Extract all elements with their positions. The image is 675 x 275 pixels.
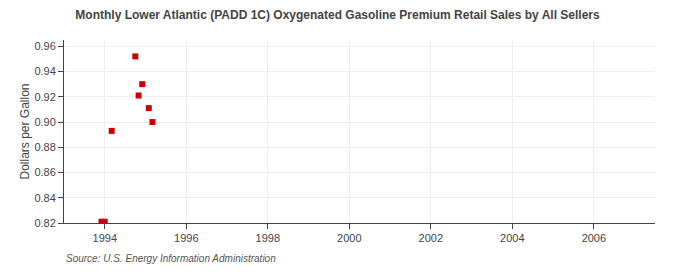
svg-text:Monthly Lower Atlantic (PADD 1: Monthly Lower Atlantic (PADD 1C) Oxygena… bbox=[75, 8, 600, 22]
svg-text:0.86: 0.86 bbox=[34, 166, 55, 178]
svg-text:0.82: 0.82 bbox=[34, 217, 55, 229]
svg-text:0.96: 0.96 bbox=[34, 40, 55, 52]
svg-text:0.92: 0.92 bbox=[34, 91, 55, 103]
svg-text:1994: 1994 bbox=[93, 232, 117, 244]
svg-text:2002: 2002 bbox=[419, 232, 443, 244]
svg-text:2006: 2006 bbox=[582, 232, 606, 244]
svg-text:0.84: 0.84 bbox=[34, 192, 55, 204]
svg-text:2004: 2004 bbox=[500, 232, 524, 244]
svg-text:0.90: 0.90 bbox=[34, 116, 55, 128]
svg-text:2000: 2000 bbox=[337, 232, 361, 244]
svg-text:Dollars per Gallon: Dollars per Gallon bbox=[18, 83, 32, 179]
svg-text:1996: 1996 bbox=[174, 232, 198, 244]
svg-text:Source: U.S. Energy Informatio: Source: U.S. Energy Information Administ… bbox=[66, 253, 276, 264]
svg-text:0.88: 0.88 bbox=[34, 141, 55, 153]
svg-text:1998: 1998 bbox=[256, 232, 280, 244]
svg-text:0.94: 0.94 bbox=[34, 65, 55, 77]
